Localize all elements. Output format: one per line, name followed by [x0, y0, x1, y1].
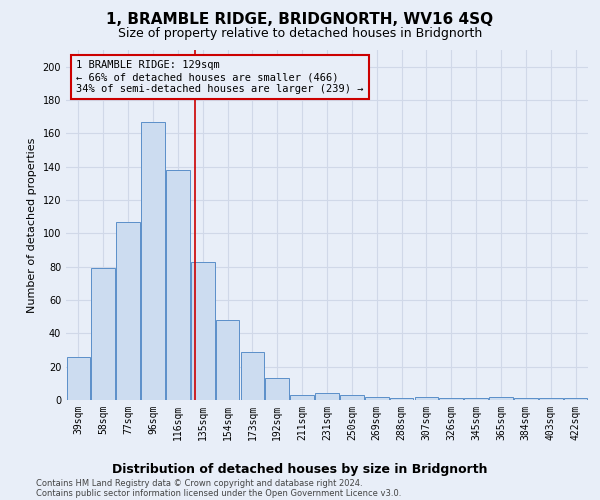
- Bar: [514, 398, 538, 400]
- Bar: [340, 395, 364, 400]
- Text: Contains public sector information licensed under the Open Government Licence v3: Contains public sector information licen…: [36, 489, 401, 498]
- Text: Size of property relative to detached houses in Bridgnorth: Size of property relative to detached ho…: [118, 28, 482, 40]
- Text: 1 BRAMBLE RIDGE: 129sqm
← 66% of detached houses are smaller (466)
34% of semi-d: 1 BRAMBLE RIDGE: 129sqm ← 66% of detache…: [76, 60, 364, 94]
- Bar: [439, 398, 463, 400]
- Bar: [315, 394, 339, 400]
- Bar: [116, 222, 140, 400]
- Bar: [415, 396, 438, 400]
- Text: Contains HM Land Registry data © Crown copyright and database right 2024.: Contains HM Land Registry data © Crown c…: [36, 479, 362, 488]
- Bar: [216, 320, 239, 400]
- Bar: [91, 268, 115, 400]
- Bar: [564, 398, 587, 400]
- Bar: [464, 398, 488, 400]
- Text: Distribution of detached houses by size in Bridgnorth: Distribution of detached houses by size …: [112, 462, 488, 475]
- Bar: [265, 378, 289, 400]
- Bar: [365, 396, 389, 400]
- Bar: [489, 396, 513, 400]
- Bar: [166, 170, 190, 400]
- Bar: [539, 398, 563, 400]
- Bar: [241, 352, 264, 400]
- Text: 1, BRAMBLE RIDGE, BRIDGNORTH, WV16 4SQ: 1, BRAMBLE RIDGE, BRIDGNORTH, WV16 4SQ: [106, 12, 494, 28]
- Bar: [191, 262, 215, 400]
- Bar: [67, 356, 90, 400]
- Y-axis label: Number of detached properties: Number of detached properties: [27, 138, 37, 312]
- Bar: [141, 122, 165, 400]
- Bar: [390, 398, 413, 400]
- Bar: [290, 395, 314, 400]
